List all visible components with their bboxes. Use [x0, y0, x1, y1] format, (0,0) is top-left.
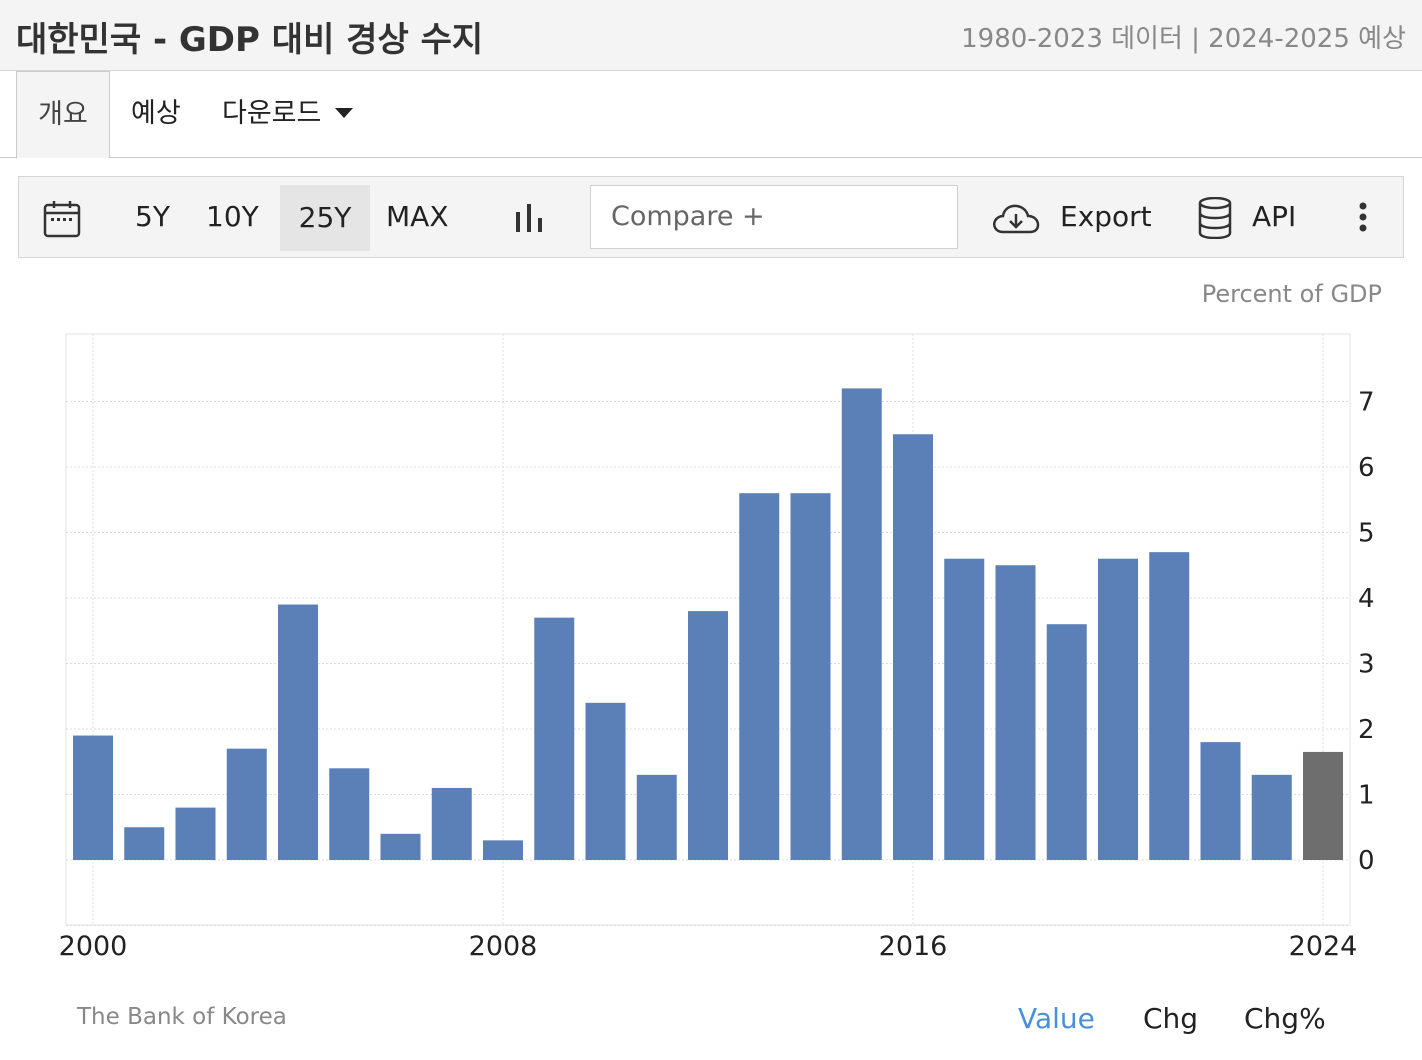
data-bar	[1149, 552, 1190, 860]
x-tick-label: 2008	[469, 931, 538, 962]
data-bar	[636, 774, 677, 860]
data-bar	[841, 388, 882, 860]
range-5y-button[interactable]: 5Y	[135, 200, 170, 233]
range-max-button[interactable]: MAX	[386, 200, 449, 233]
x-tick-label: 2016	[879, 931, 948, 962]
data-bar	[1200, 742, 1241, 860]
data-bar	[380, 833, 421, 860]
calendar-icon[interactable]	[43, 177, 83, 257]
page-title: 대한민국 - GDP 대비 경상 수지	[16, 20, 484, 60]
data-bar	[1046, 624, 1087, 860]
data-bar	[1098, 558, 1138, 860]
database-icon[interactable]	[1198, 177, 1232, 257]
data-bar	[739, 493, 780, 860]
y-tick-label: 1	[1358, 781, 1375, 811]
data-range-subtitle: 1980-2023 데이터 | 2024-2025 예상	[961, 24, 1406, 54]
data-bar	[278, 604, 318, 860]
chart-type-icon[interactable]	[513, 177, 547, 257]
data-source: The Bank of Korea	[77, 1004, 287, 1030]
more-options-icon[interactable]	[1353, 177, 1373, 257]
data-bar	[124, 827, 165, 860]
y-tick-label: 5	[1358, 519, 1375, 549]
range-25y-button[interactable]: 25Y	[280, 185, 370, 251]
view-value-button[interactable]: Value	[1018, 1002, 1095, 1035]
page-header: 대한민국 - GDP 대비 경상 수지 1980-2023 데이터 | 2024…	[0, 0, 1422, 71]
y-tick-label: 3	[1358, 650, 1375, 680]
data-bar	[790, 493, 831, 860]
y-tick-label: 4	[1358, 584, 1375, 614]
unit-label: Percent of GDP	[1201, 280, 1382, 308]
compare-input[interactable]: Compare +	[590, 185, 958, 249]
data-bar	[534, 617, 575, 860]
tab-overview[interactable]: 개요	[16, 71, 110, 159]
chart-toolbar: 5Y 10Y 25Y MAX Compare + Export API	[18, 176, 1404, 258]
tab-forecast[interactable]: 예상	[131, 98, 181, 129]
y-tick-label: 2	[1358, 715, 1375, 745]
bar-chart: 0 1 2 3 4 5 6 7 2000 2008 2016 2024	[59, 333, 1375, 962]
x-tick-label: 2000	[59, 931, 128, 962]
view-chg-pct-button[interactable]: Chg%	[1244, 1002, 1326, 1035]
data-bar	[483, 840, 523, 860]
data-bar	[226, 748, 267, 860]
cloud-download-icon[interactable]	[991, 177, 1041, 257]
export-button[interactable]: Export	[1060, 200, 1152, 233]
data-bar	[431, 787, 472, 860]
data-bar	[893, 434, 933, 860]
data-bar	[585, 702, 626, 860]
tab-download-label: 다운로드	[222, 98, 322, 129]
x-tick-label: 2024	[1289, 931, 1358, 962]
y-tick-label: 0	[1358, 846, 1375, 876]
data-bar	[944, 558, 985, 860]
range-10y-button[interactable]: 10Y	[206, 200, 259, 233]
data-bar	[688, 611, 728, 860]
data-bar	[73, 735, 113, 860]
data-bar	[1251, 774, 1292, 860]
data-bar	[329, 768, 370, 860]
data-bar	[995, 565, 1036, 860]
view-chg-button[interactable]: Chg	[1143, 1002, 1199, 1035]
chevron-down-icon	[335, 107, 354, 118]
api-button[interactable]: API	[1252, 200, 1297, 233]
y-tick-label: 7	[1358, 388, 1375, 418]
y-tick-label: 6	[1358, 453, 1375, 483]
plot-frame	[65, 333, 1351, 926]
tab-bar: 개요 예상 다운로드	[0, 71, 1422, 159]
forecast-bar	[1303, 751, 1343, 860]
tab-download[interactable]: 다운로드	[222, 71, 354, 157]
data-bar	[175, 807, 216, 860]
